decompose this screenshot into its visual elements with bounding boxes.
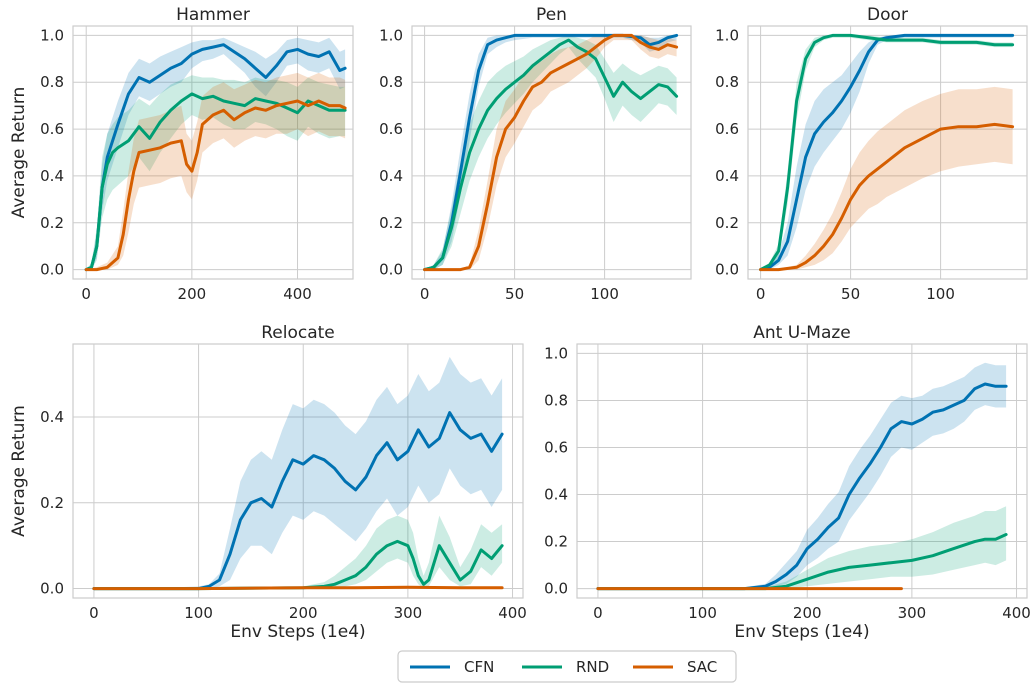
series-group: [92, 356, 504, 591]
x-tick-label: 0: [593, 604, 603, 622]
line-rnd: [84, 92, 347, 272]
band-rnd: [86, 75, 346, 270]
line-cfn: [92, 411, 504, 591]
series-group: [759, 33, 1015, 272]
y-axis-label: Average Return: [9, 87, 29, 219]
y-tick-label: 0.0: [544, 580, 568, 598]
x-tick-label: 200: [178, 285, 207, 303]
x-tick-label: 0: [81, 285, 91, 303]
legend-label-sac: SAC: [687, 658, 717, 676]
line-cfn: [84, 43, 347, 272]
y-tick-label: 0.8: [379, 73, 403, 91]
y-tick-label: 0.4: [379, 167, 403, 185]
y-tick-label: 0.2: [379, 214, 403, 232]
y-tick-label: 0.0: [40, 580, 64, 598]
x-tick-label: 400: [283, 285, 312, 303]
band-cfn: [86, 37, 346, 270]
band-cfn: [424, 35, 677, 270]
x-tick-label: 300: [898, 604, 927, 622]
legend-frame: [397, 650, 737, 683]
panel-pen: 0 50 100 0.0 0.2 0.4 0.6 0.8 1.0 Pen: [379, 5, 692, 303]
y-tick-label: 0.2: [715, 214, 739, 232]
series-group: [84, 37, 347, 272]
line-rnd: [759, 33, 1015, 272]
y-tick-label: 0.4: [544, 486, 568, 504]
y-tick-label: 0.6: [715, 120, 739, 138]
panel-title: Relocate: [261, 323, 335, 343]
panel-door: 0 50 100 0.0 0.2 0.4 0.6 0.8 1.0 Door: [715, 5, 1028, 303]
x-axis-label: Env Steps (1e4): [734, 622, 869, 642]
x-tick-label: 400: [498, 604, 527, 622]
band-cfn: [93, 356, 503, 589]
band-cfn: [760, 35, 1013, 270]
line-sac: [423, 33, 679, 272]
panel-title: Ant U-Maze: [753, 323, 851, 343]
y-tick-label: 0.6: [40, 120, 64, 138]
x-tick-label: 200: [793, 604, 822, 622]
x-tick-label: 0: [89, 604, 99, 622]
y-tick-label: 0.8: [715, 73, 739, 91]
line-sac: [84, 99, 347, 272]
plot-area: [72, 25, 354, 280]
band-cfn: [597, 362, 1007, 589]
line-rnd: [423, 38, 679, 272]
x-tick-label: 100: [590, 285, 619, 303]
y-axis-label: Average Return: [9, 405, 29, 537]
plot-area: [72, 343, 524, 599]
x-axis-label: Env Steps (1e4): [230, 622, 365, 642]
panel-title: Pen: [536, 5, 567, 25]
legend-label-cfn: CFN: [464, 658, 494, 676]
line-sac: [759, 122, 1015, 272]
x-tick-label: 0: [420, 285, 430, 303]
plot-area: [411, 25, 692, 280]
x-tick-label: 100: [926, 285, 955, 303]
x-tick-label: 50: [505, 285, 524, 303]
line-cfn: [759, 33, 1015, 272]
series-group: [596, 362, 1008, 591]
y-tick-label: 0.4: [40, 408, 64, 426]
x-tick-label: 100: [184, 604, 213, 622]
panel-title: Door: [867, 5, 908, 25]
y-tick-label: 0.2: [40, 494, 64, 512]
y-tick-label: 0.8: [40, 73, 64, 91]
y-tick-label: 1.0: [379, 26, 403, 44]
band-rnd: [93, 515, 503, 589]
panel-hammer: 0 200 400 0.0 0.2 0.4 0.6 0.8 1.0 Hammer Average R…: [9, 5, 354, 303]
x-tick-label: 100: [688, 604, 717, 622]
x-tick-label: 200: [289, 604, 318, 622]
line-cfn: [423, 33, 679, 272]
y-tick-label: 0.6: [379, 120, 403, 138]
line-cfn: [596, 382, 1008, 591]
y-tick-label: 0.0: [379, 261, 403, 279]
y-tick-label: 0.2: [40, 214, 64, 232]
band-sac: [760, 86, 1013, 270]
x-tick-label: 300: [394, 604, 423, 622]
y-tick-label: 0.0: [40, 261, 64, 279]
plot-area: [747, 25, 1028, 280]
legend-label-rnd: RND: [576, 658, 609, 676]
y-tick-label: 0.8: [544, 391, 568, 409]
x-tick-label: 50: [841, 285, 860, 303]
y-tick-label: 1.0: [40, 26, 64, 44]
line-sac: [92, 585, 504, 591]
x-tick-label: 400: [1002, 604, 1031, 622]
y-tick-label: 0.2: [544, 533, 568, 551]
y-tick-label: 1.0: [715, 26, 739, 44]
y-tick-label: 0.4: [715, 167, 739, 185]
y-tick-label: 0.0: [715, 261, 739, 279]
x-tick-label: 0: [756, 285, 766, 303]
panel-title: Hammer: [176, 5, 250, 25]
panel-relocate: 0 100 200 300 400 0.0 0.2 0.4 Relocate Average Re…: [9, 323, 527, 642]
line-rnd: [92, 539, 504, 591]
y-tick-label: 0.6: [544, 438, 568, 456]
series-group: [423, 33, 679, 272]
y-tick-label: 0.4: [40, 167, 64, 185]
panel-ant-u-maze: 0 100 200 300 400 0.0 0.2 0.4 0.6 0.8 1.0 Ant U-Maz…: [544, 323, 1031, 642]
band-rnd: [597, 506, 1007, 589]
legend: CFN RND SAC: [397, 650, 737, 683]
y-tick-label: 1.0: [544, 344, 568, 362]
band-sac: [86, 72, 346, 270]
